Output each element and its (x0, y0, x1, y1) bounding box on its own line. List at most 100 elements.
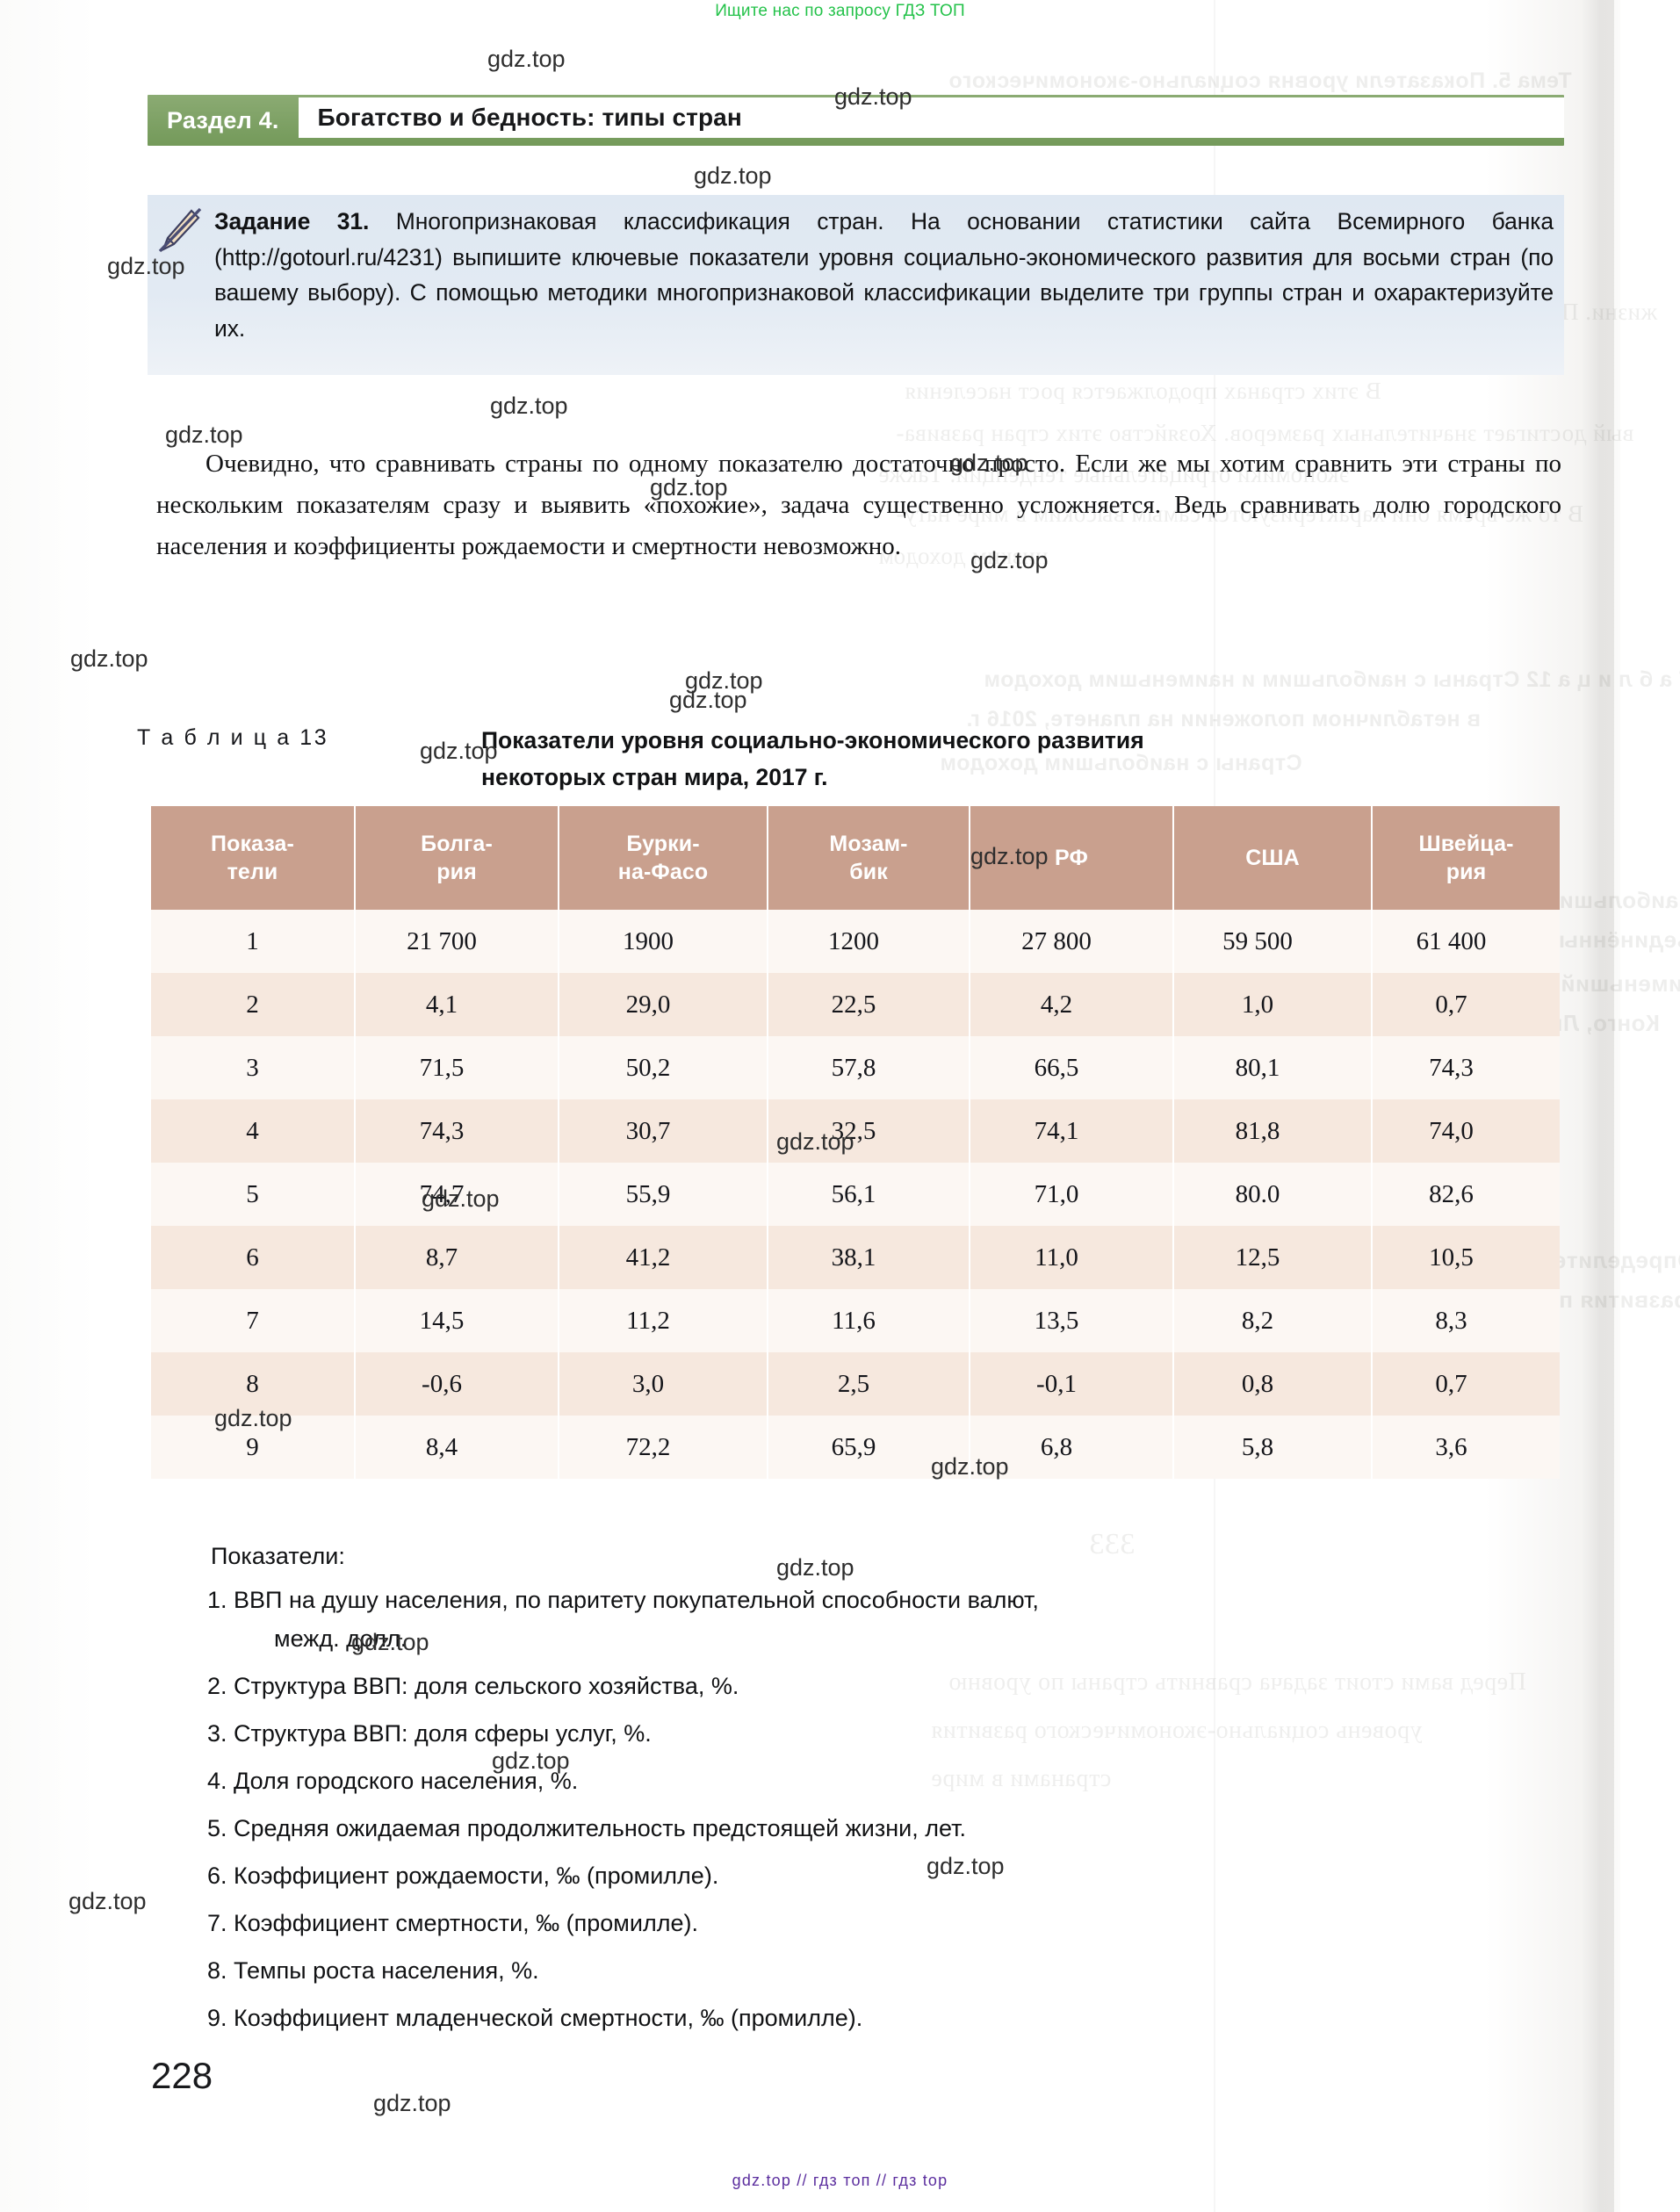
table-row: 5 74,7 55,9 56,1 71,0 80.0 82,6 (151, 1163, 1560, 1226)
indicator-text: Коэффициент смертности, ‰ (промилле). (234, 1910, 698, 1936)
indicators-list: 1. ВВП на душу населения, по паритету по… (207, 1586, 1586, 2051)
indicator-text: Структура ВВП: доля сельского хозяйства,… (234, 1673, 739, 1699)
data-cell: 0,8 (1173, 1352, 1373, 1416)
data-cell: 14,5 (355, 1289, 559, 1352)
data-cell: 10,5 (1372, 1226, 1560, 1289)
data-cell: 50,2 (559, 1036, 768, 1099)
indicator-text: Коэффициент младенческой смертности, ‰ (… (234, 2005, 863, 2031)
column-header-line1: Бурки- (626, 832, 700, 856)
data-cell: 29,0 (559, 973, 768, 1036)
table-title-line1: Показатели уровня социально-экономическо… (481, 727, 1144, 753)
indicator-index-cell: 4 (151, 1099, 356, 1163)
data-cell: -0,1 (970, 1352, 1174, 1416)
indicator-text: ВВП на душу населения, по паритету покуп… (234, 1587, 1039, 1613)
data-cell: 59 500 (1173, 910, 1373, 973)
data-cell: 32,5 (768, 1099, 970, 1163)
indicator-text: Средняя ожидаемая продолжительность пред… (234, 1815, 967, 1841)
data-cell: 8,7 (355, 1226, 559, 1289)
data-cell: 11,6 (768, 1289, 970, 1352)
data-cell: 8,3 (1372, 1289, 1560, 1352)
data-cell: 81,8 (1173, 1099, 1373, 1163)
table-head: Показа-тели Болга-рия Бурки-на-Фасо Мозам-б… (151, 806, 1560, 910)
task-box (148, 195, 1564, 375)
data-cell: 74,3 (355, 1099, 559, 1163)
data-cell: 21 700 (355, 910, 559, 973)
table-column-header: Бурки-на-Фасо (559, 806, 768, 910)
table-title-line2: некоторых стран мира, 2017 г. (481, 764, 828, 790)
data-cell: 30,7 (559, 1099, 768, 1163)
indicator-number: 1. (207, 1587, 234, 1613)
data-cell: 2,5 (768, 1352, 970, 1416)
data-cell: 1900 (559, 910, 768, 973)
table-row: 9 8,4 72,2 65,9 6,8 5,8 3,6 (151, 1416, 1560, 1479)
column-header-line2: тели (227, 860, 278, 884)
indicator-list-item: 8. Темпы роста населения, %. (207, 1956, 1586, 1985)
data-cell: 1,0 (1173, 973, 1373, 1036)
column-header-line2: на-Фасо (617, 860, 709, 884)
indicator-index-cell: 9 (151, 1416, 356, 1479)
indicator-number: 2. (207, 1673, 234, 1699)
indicator-index-cell: 7 (151, 1289, 356, 1352)
body-paragraph: Очевидно, что сравнивать страны по одном… (156, 450, 1561, 560)
indicator-list-item: 3. Структура ВВП: доля сферы услуг, %. (207, 1719, 1586, 1747)
task-body: Многопризнаковая классификация стран. На… (214, 208, 1554, 342)
data-cell: 8,4 (355, 1416, 559, 1479)
indicator-index-cell: 6 (151, 1226, 356, 1289)
data-cell: 22,5 (768, 973, 970, 1036)
data-cell: 80.0 (1173, 1163, 1373, 1226)
section-number: Раздел 4. (167, 106, 279, 133)
indicators-table: Показа-тели Болга-рия Бурки-на-Фасо Мозам-б… (151, 806, 1560, 1479)
task-text: Задание 31. Многопризнаковая классификац… (214, 204, 1554, 346)
task-label: Задание 31. (214, 208, 370, 234)
indicator-list-item: 4. Доля городского населения, %. (207, 1767, 1586, 1795)
table-row: 2 4,1 29,0 22,5 4,2 1,0 0,7 (151, 973, 1560, 1036)
data-cell: 38,1 (768, 1226, 970, 1289)
table-row: 6 8,7 41,2 38,1 11,0 12,5 10,5 (151, 1226, 1560, 1289)
data-cell: 11,0 (970, 1226, 1174, 1289)
table-row: 8 -0,6 3,0 2,5 -0,1 0,8 0,7 (151, 1352, 1560, 1416)
data-cell: 80,1 (1173, 1036, 1373, 1099)
table-row: 1 21 700 1900 1200 27 800 59 500 61 400 (151, 910, 1560, 973)
table-column-header: США (1173, 806, 1373, 910)
page-outer-background (1620, 0, 1680, 2212)
column-header-line2: бик (849, 860, 888, 884)
table-column-header: Болга-рия (355, 806, 559, 910)
column-header-line2: РФ (1055, 846, 1088, 870)
table-row: 7 14,5 11,2 11,6 13,5 8,2 8,3 (151, 1289, 1560, 1352)
data-cell: 13,5 (970, 1289, 1174, 1352)
page-number: 228 (151, 2055, 213, 2096)
table-row: 3 71,5 50,2 57,8 66,5 80,1 74,3 (151, 1036, 1560, 1099)
indicator-text: Коэффициент рождаемости, ‰ (промилле). (234, 1863, 719, 1889)
data-cell: 3,0 (559, 1352, 768, 1416)
indicator-index-cell: 5 (151, 1163, 356, 1226)
indicator-index-cell: 2 (151, 973, 356, 1036)
table-body: 1 21 700 1900 1200 27 800 59 500 61 400 2 4,1 29,… (151, 910, 1560, 1479)
data-cell: 74,1 (970, 1099, 1174, 1163)
data-cell: 65,9 (768, 1416, 970, 1479)
pencil-icon (158, 207, 202, 253)
table-row: 4 74,3 30,7 32,5 74,1 81,8 74,0 (151, 1099, 1560, 1163)
section-title-container: Богатство и бедность: типы стран (298, 97, 1564, 138)
indicator-text: Структура ВВП: доля сферы услуг, %. (234, 1720, 652, 1747)
data-cell: 1200 (768, 910, 970, 973)
indicator-number: 3. (207, 1720, 234, 1747)
data-cell: 12,5 (1173, 1226, 1373, 1289)
indicator-list-item: 1. ВВП на душу населения, по паритету по… (207, 1586, 1586, 1653)
indicator-number: 6. (207, 1863, 234, 1889)
column-header-line1: Швейца- (1418, 832, 1514, 856)
table-column-header: Показа-тели (151, 806, 356, 910)
data-cell: 74,3 (1372, 1036, 1560, 1099)
data-cell: 3,6 (1372, 1416, 1560, 1479)
indicator-number: 8. (207, 1957, 234, 1984)
promo-banner-text: Ищите нас по запросу ГДЗ ТОП (715, 2, 965, 20)
data-cell: -0,6 (355, 1352, 559, 1416)
data-cell: 71,0 (970, 1163, 1174, 1226)
data-cell: 4,1 (355, 973, 559, 1036)
data-cell: 0,7 (1372, 1352, 1560, 1416)
indicator-number: 7. (207, 1910, 234, 1936)
indicator-number: 9. (207, 2005, 234, 2031)
data-cell: 55,9 (559, 1163, 768, 1226)
data-cell: 41,2 (559, 1226, 768, 1289)
indicator-number: 4. (207, 1768, 234, 1794)
